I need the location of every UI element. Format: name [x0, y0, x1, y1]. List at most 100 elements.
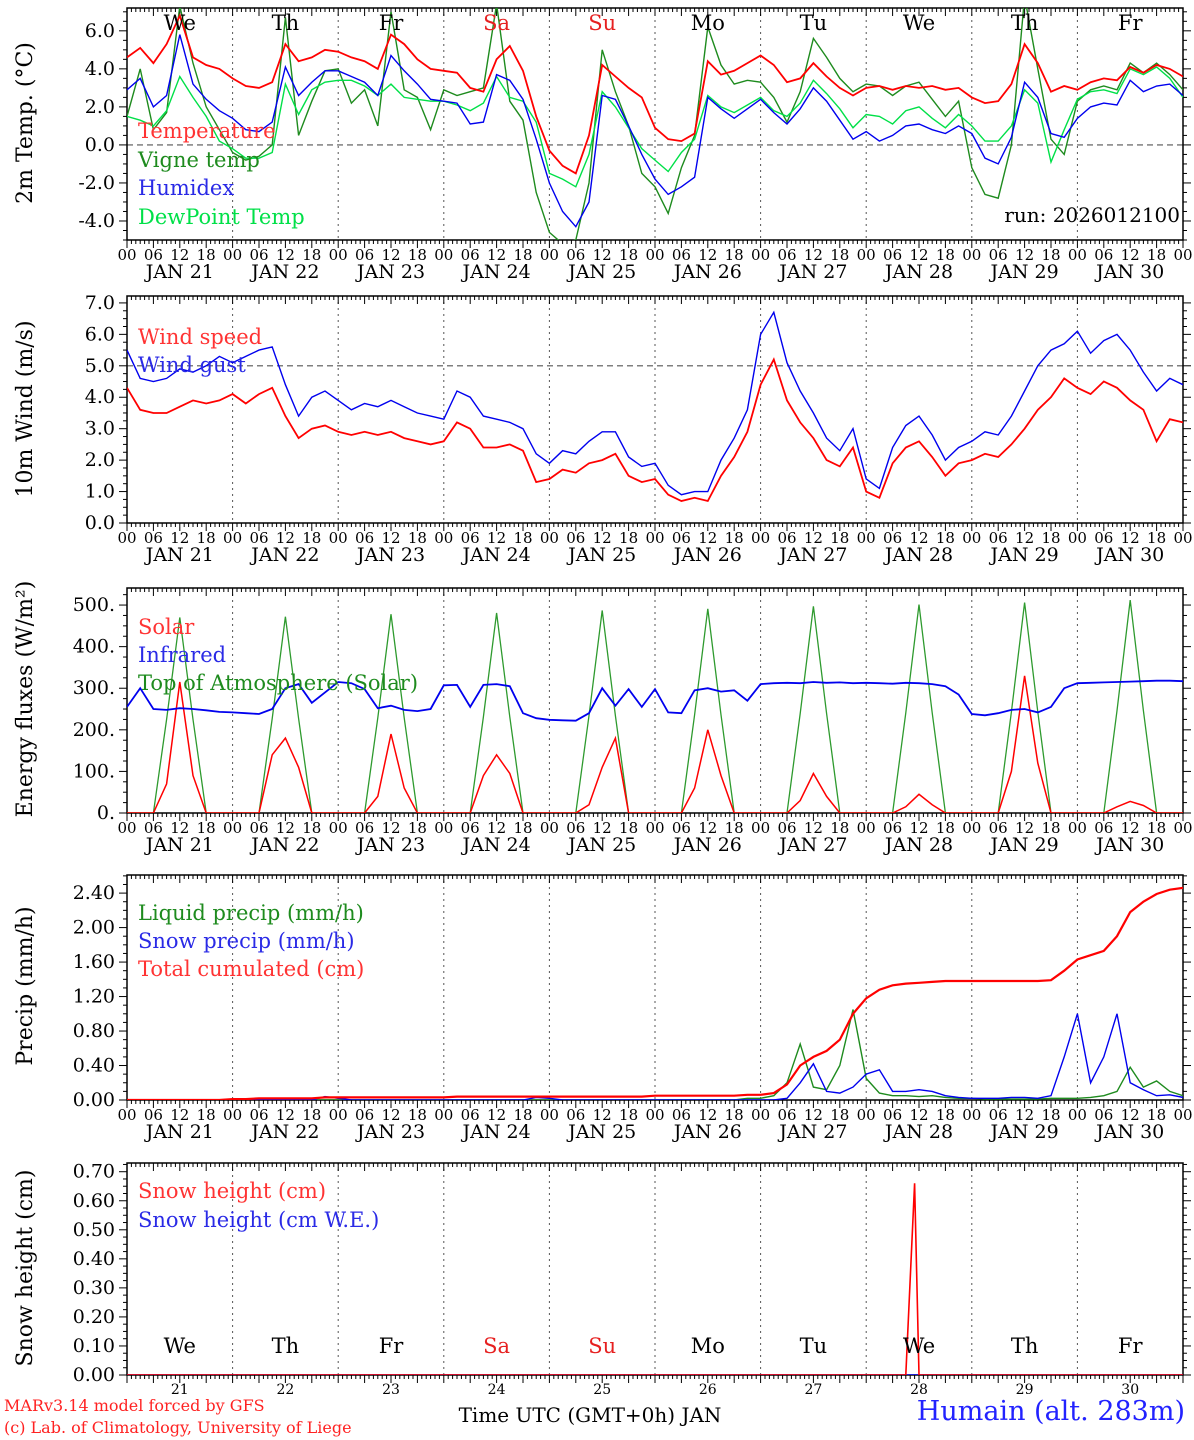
- curves-wind: [127, 310, 1183, 503]
- hour-tick-label: 06: [144, 819, 163, 837]
- hour-tick-label: 00: [1173, 246, 1192, 264]
- day-tick-label: JAN 25: [566, 834, 636, 856]
- curves-energy-fluxes: [127, 600, 1183, 813]
- legend-snow-precip: Snow precip (mm/h): [138, 929, 355, 953]
- y-tick-label: 2.0: [85, 96, 115, 118]
- hour-tick-label: 00: [223, 819, 242, 837]
- hour-tick-label: 00: [962, 819, 981, 837]
- hour-tick-label: 12: [1015, 1106, 1034, 1124]
- day-name-label: Fr: [1118, 11, 1144, 35]
- hour-tick-label: 12: [487, 529, 506, 547]
- day-number-label: 28: [910, 1382, 928, 1398]
- day-tick-label: JAN 23: [355, 261, 425, 283]
- day-name-label: Su: [588, 11, 616, 35]
- hour-tick-label: 06: [989, 246, 1008, 264]
- station-label: Humain (alt. 283m): [916, 1396, 1185, 1427]
- day-tick-label: JAN 27: [777, 261, 847, 283]
- y-tick-label: 0.70: [73, 1161, 115, 1183]
- day-tick-label: JAN 25: [566, 261, 636, 283]
- hour-tick-label: 06: [355, 819, 374, 837]
- hour-tick-label: 12: [804, 819, 823, 837]
- hour-tick-label: 18: [408, 1106, 427, 1124]
- hour-tick-label: 00: [751, 529, 770, 547]
- hour-tick-label: 18: [302, 1106, 321, 1124]
- curves-precip: [127, 886, 1183, 1100]
- hour-tick-label: 06: [144, 529, 163, 547]
- day-tick-label: JAN 30: [1094, 1121, 1164, 1143]
- y-tick-label: 1.20: [73, 986, 115, 1008]
- y-tick-label: 400.: [73, 636, 115, 658]
- hour-tick-label: 12: [487, 246, 506, 264]
- legend-temperature: Temperature: [138, 119, 276, 143]
- hour-tick-label: 00: [329, 246, 348, 264]
- day-tick-label: JAN 27: [777, 544, 847, 566]
- day-tick-label: JAN 22: [249, 1121, 319, 1143]
- day-tick-label: JAN 26: [672, 834, 742, 856]
- hour-tick-label: 06: [144, 1106, 163, 1124]
- day-name-label: Fr: [379, 11, 405, 35]
- day-tick-label: JAN 30: [1094, 834, 1164, 856]
- hour-tick-label: 06: [144, 246, 163, 264]
- hour-tick-label: 00: [540, 1106, 559, 1124]
- day-tick-label: JAN 27: [777, 834, 847, 856]
- day-tick-label: JAN 23: [355, 544, 425, 566]
- hour-tick-label: 00: [1173, 819, 1192, 837]
- day-tick-label: JAN 26: [672, 261, 742, 283]
- legend-solar: Solar: [138, 615, 195, 639]
- hour-tick-label: 06: [989, 1106, 1008, 1124]
- legend-wind-gust: Wind gust: [138, 353, 246, 377]
- hour-tick-label: 06: [672, 246, 691, 264]
- day-number-label: 21: [171, 1382, 189, 1398]
- hour-tick-label: 06: [1094, 819, 1113, 837]
- legend-dewpoint-temp: DewPoint Temp: [138, 205, 305, 229]
- hour-tick-label: 06: [355, 529, 374, 547]
- hour-tick-label: 12: [170, 819, 189, 837]
- hour-tick-label: 00: [329, 819, 348, 837]
- day-tick-label: JAN 28: [883, 834, 953, 856]
- day-number-label: 30: [1121, 1382, 1139, 1398]
- hour-tick-label: 12: [804, 246, 823, 264]
- y-tick-label: 100.: [73, 760, 115, 782]
- legend-total-cumulated: Total cumulated (cm): [138, 957, 365, 981]
- hour-tick-label: 18: [725, 1106, 744, 1124]
- xaxis-title: Time UTC (GMT+0h) JAN: [458, 1403, 722, 1427]
- hour-tick-label: 18: [936, 529, 955, 547]
- y-tick-label: 0.40: [73, 1248, 115, 1270]
- hour-tick-label: 06: [883, 1106, 902, 1124]
- day-tick-label: JAN 28: [883, 261, 953, 283]
- hour-tick-label: 00: [540, 819, 559, 837]
- hour-tick-label: 00: [1068, 529, 1087, 547]
- y-tick-label: 0.20: [73, 1306, 115, 1328]
- hour-tick-label: 06: [355, 1106, 374, 1124]
- hour-tick-label: 06: [672, 529, 691, 547]
- hour-tick-label: 12: [381, 1106, 400, 1124]
- hour-tick-label: 12: [1121, 819, 1140, 837]
- hour-tick-label: 18: [408, 529, 427, 547]
- hour-tick-label: 06: [883, 246, 902, 264]
- curves-temperature: [127, 8, 1183, 240]
- hour-tick-label: 18: [619, 246, 638, 264]
- hour-tick-label: 00: [857, 1106, 876, 1124]
- hour-tick-label: 00: [434, 1106, 453, 1124]
- day-name-label: We: [164, 11, 196, 35]
- hour-tick-label: 00: [223, 529, 242, 547]
- hour-tick-label: 06: [989, 529, 1008, 547]
- day-tick-label: JAN 25: [566, 544, 636, 566]
- hour-tick-label: 12: [698, 1106, 717, 1124]
- curve-infrared: [127, 679, 1183, 722]
- curve-liquid-precip-mm-h-: [127, 1009, 1183, 1100]
- y-tick-label: 1.0: [85, 481, 115, 503]
- hour-tick-label: 06: [566, 819, 585, 837]
- hour-tick-label: 06: [249, 529, 268, 547]
- hour-tick-label: 06: [777, 819, 796, 837]
- hour-tick-label: 18: [1147, 819, 1166, 837]
- hour-tick-label: 00: [1068, 1106, 1087, 1124]
- hour-tick-label: 12: [1121, 1106, 1140, 1124]
- day-name-label: Th: [1011, 11, 1039, 35]
- hour-tick-label: 12: [1015, 246, 1034, 264]
- day-tick-label: JAN 28: [883, 544, 953, 566]
- hour-tick-label: 12: [276, 1106, 295, 1124]
- hour-tick-label: 00: [223, 1106, 242, 1124]
- hour-tick-label: 18: [725, 246, 744, 264]
